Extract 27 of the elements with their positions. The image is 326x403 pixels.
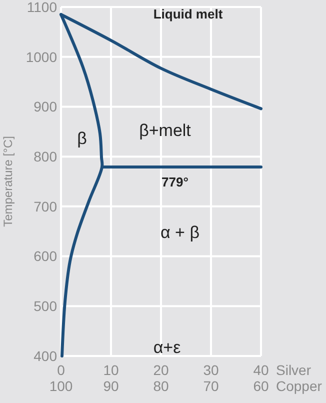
x2-axis-title: Copper <box>276 378 322 394</box>
y-tick-label: 800 <box>34 148 58 164</box>
annotation: Liquid melt <box>153 6 224 22</box>
y-tick-label: 900 <box>34 98 58 115</box>
annotation: α+ε <box>153 338 182 357</box>
x-tick-label: 10 <box>103 362 119 378</box>
annotation: 779° <box>162 174 188 190</box>
x2-tick-label: 100 <box>49 378 73 394</box>
x-tick-label: 0 <box>57 362 66 378</box>
y-tick-label: 1000 <box>26 48 58 65</box>
x2-tick-label: 90 <box>103 378 119 394</box>
x-axis-title: Silver <box>276 362 312 378</box>
x2-tick-label: 80 <box>153 378 169 394</box>
y-tick-label: 500 <box>34 298 58 314</box>
annotation: β+melt <box>139 120 192 140</box>
annotation: α + β <box>160 222 200 242</box>
y-tick-label: 600 <box>34 248 58 264</box>
x-tick-label: 20 <box>153 362 169 378</box>
x2-tick-label: 60 <box>253 378 269 394</box>
annotation: β <box>77 128 88 148</box>
y-tick-label: 1100 <box>26 0 58 15</box>
y-axis-title: Temperature [°C] <box>1 136 15 227</box>
x2-tick-label: 70 <box>203 378 219 394</box>
y-tick-label: 700 <box>34 198 58 214</box>
x-tick-label: 30 <box>203 362 219 378</box>
x-tick-label: 40 <box>253 362 269 378</box>
y-tick-label: 400 <box>34 348 58 364</box>
